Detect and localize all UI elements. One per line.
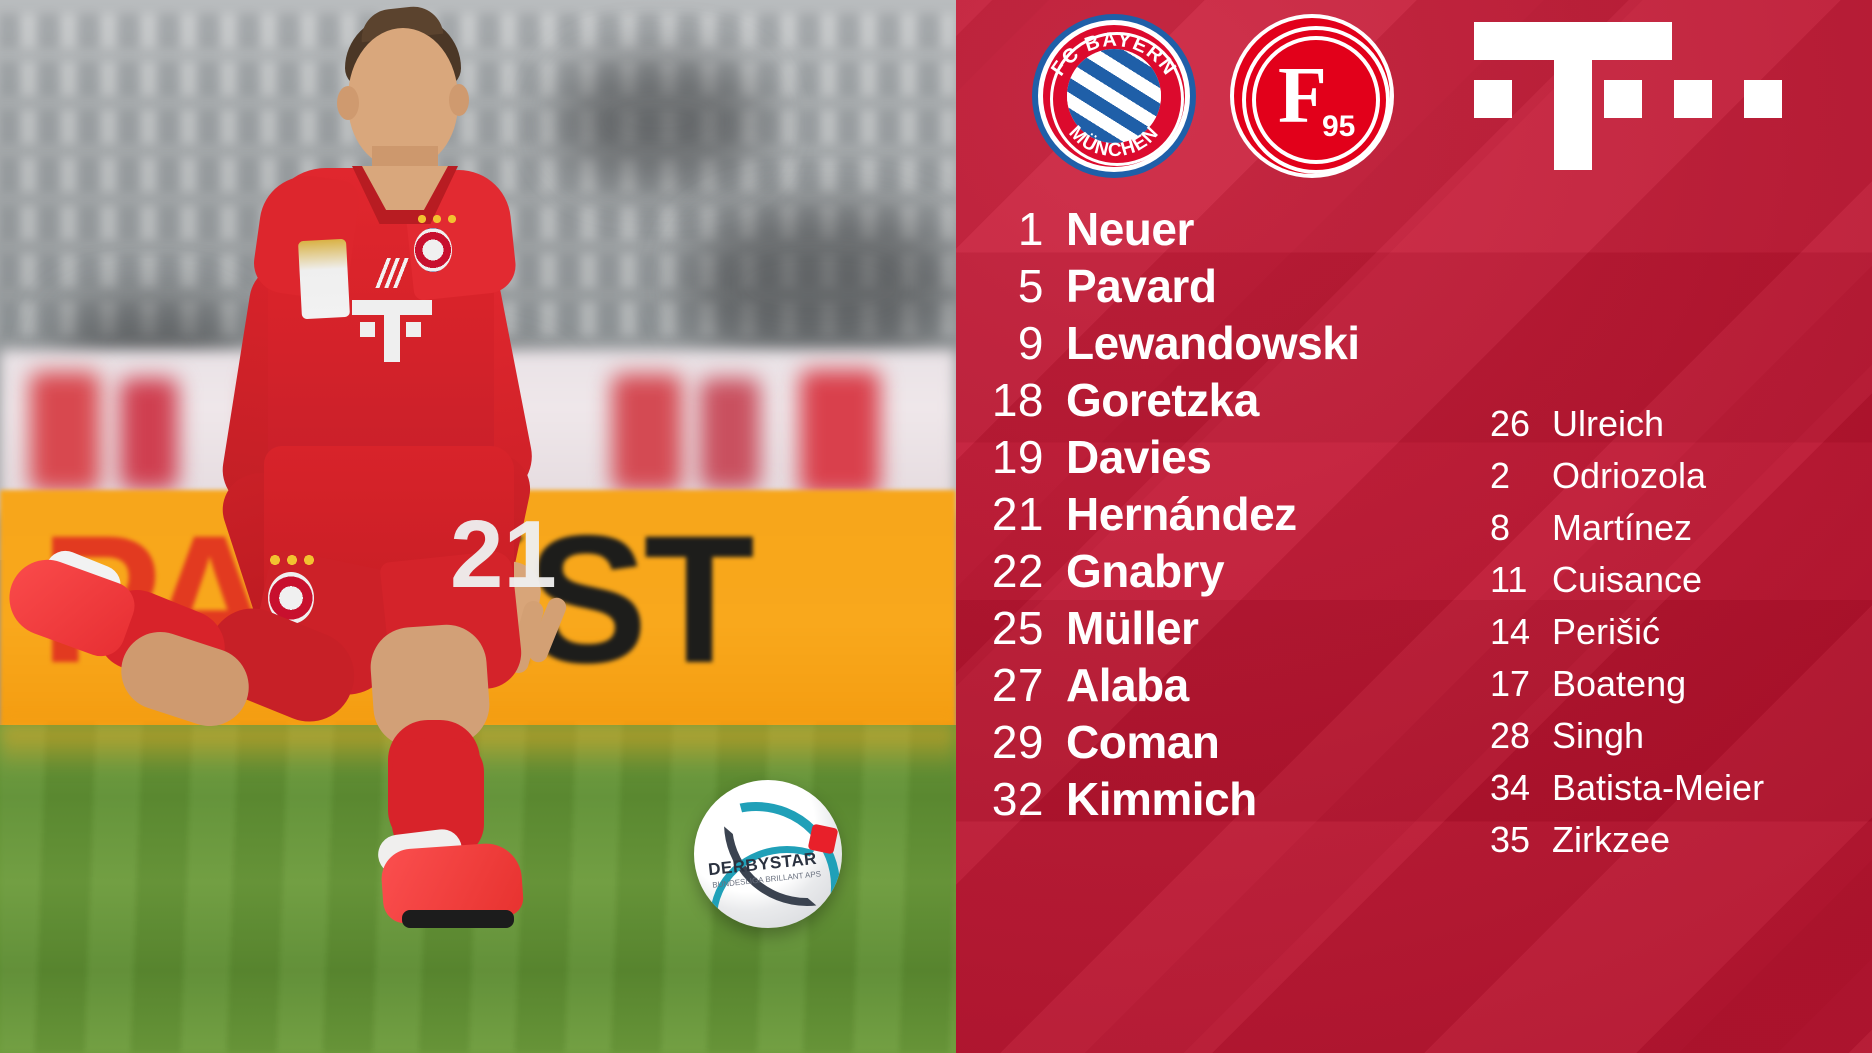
player-name: Perišić: [1552, 611, 1661, 652]
player-number: 19: [991, 431, 1044, 483]
crest-letter: F: [1278, 52, 1327, 140]
list-item: 26 Ulreich: [1490, 406, 1872, 458]
player-name: Odriozola: [1552, 455, 1707, 496]
player-number: 18: [991, 374, 1044, 426]
player-number: 22: [991, 545, 1044, 597]
crest-row: FC BAYERN MÜNCHEN F 95: [956, 0, 1872, 200]
svg-text:FC BAYERN: FC BAYERN: [1047, 29, 1181, 80]
player-name: Hernández: [1066, 488, 1297, 540]
list-item: 9 Lewandowski: [956, 320, 1872, 377]
list-item: 27 Alaba: [956, 662, 1872, 719]
football: DERBYSTAR BUNDESLIGA BRILLANT APS: [694, 780, 842, 928]
player-name: Neuer: [1066, 203, 1194, 255]
crest-number: 95: [1322, 110, 1356, 143]
player-number: 9: [1017, 317, 1044, 369]
player-number: 21: [991, 488, 1044, 540]
player-figure: 21: [0, 3, 570, 928]
bundesliga-badge: [297, 238, 351, 320]
lineup-panel: FC BAYERN MÜNCHEN F 95: [956, 0, 1872, 1053]
player-name: Singh: [1552, 715, 1645, 756]
list-item: 18 Goretzka: [956, 377, 1872, 434]
list-item: 19 Davies: [956, 434, 1872, 491]
list-item: 11 Cuisance: [1490, 562, 1872, 614]
shirt-number: 21: [450, 501, 557, 608]
substitutes-list: 26 Ulreich 2 Odriozola 8 Martínez 11 Cuisanc…: [1490, 406, 1872, 874]
list-item: 32 Kimmich: [956, 776, 1872, 833]
list-item: 29 Coman: [956, 719, 1872, 776]
player-name: Batista-Meier: [1552, 767, 1765, 808]
player-name: Kimmich: [1066, 773, 1257, 825]
player-name: Martínez: [1552, 507, 1693, 548]
player-number: 17: [1490, 663, 1531, 704]
list-item: 34 Batista-Meier: [1490, 770, 1872, 822]
player-name: Boateng: [1552, 663, 1687, 704]
player-number: 1: [1017, 203, 1044, 255]
player-name: Gnabry: [1066, 545, 1225, 597]
player-number: 27: [991, 659, 1044, 711]
starting-xi-list: 1 Neuer 5 Pavard 9 Lewandowski 18 Goretzka 1…: [956, 206, 1872, 833]
list-item: 28 Singh: [1490, 718, 1872, 770]
player-number: 32: [991, 773, 1044, 825]
player-name: Müller: [1066, 602, 1199, 654]
player-number: 2: [1490, 455, 1511, 496]
fortuna-duesseldorf-crest-icon: F 95: [1230, 14, 1394, 178]
list-item: 14 Perišić: [1490, 614, 1872, 666]
player-number: 8: [1490, 507, 1511, 548]
player-number: 34: [1490, 767, 1531, 808]
player-number: 11: [1490, 559, 1528, 600]
list-item: 21 Hernández: [956, 491, 1872, 548]
player-name: Alaba: [1066, 659, 1189, 711]
player-name: Davies: [1066, 431, 1212, 483]
list-item: 1 Neuer: [956, 206, 1872, 263]
list-item: 17 Boateng: [1490, 666, 1872, 718]
player-number: 25: [991, 602, 1044, 654]
telekom-logo-icon: [1456, 22, 1786, 172]
player-name: Cuisance: [1552, 559, 1703, 600]
list-item: 25 Müller: [956, 605, 1872, 662]
list-item: 35 Zirkzee: [1490, 822, 1872, 874]
player-number: 35: [1490, 819, 1531, 860]
svg-text:MÜNCHEN: MÜNCHEN: [1065, 122, 1164, 161]
player-number: 5: [1017, 260, 1044, 312]
list-item: 5 Pavard: [956, 263, 1872, 320]
player-name: Ulreich: [1552, 403, 1665, 444]
player-number: 26: [1490, 403, 1531, 444]
player-name: Coman: [1066, 716, 1220, 768]
player-number: 14: [1490, 611, 1531, 652]
player-number: 28: [1490, 715, 1531, 756]
shirt-crest: [414, 228, 452, 272]
player-name: Lewandowski: [1066, 317, 1360, 369]
adidas-logo: [370, 258, 422, 288]
fc-bayern-crest-icon: FC BAYERN MÜNCHEN: [1032, 14, 1196, 178]
telekom-shirt-logo: [348, 300, 434, 362]
player-number: 29: [991, 716, 1044, 768]
player-name: Goretzka: [1066, 374, 1259, 426]
player-name: Pavard: [1066, 260, 1217, 312]
player-photo: PACKST: [0, 0, 956, 1053]
player-name: Zirkzee: [1552, 819, 1671, 860]
list-item: 22 Gnabry: [956, 548, 1872, 605]
list-item: 2 Odriozola: [1490, 458, 1872, 510]
list-item: 8 Martínez: [1490, 510, 1872, 562]
